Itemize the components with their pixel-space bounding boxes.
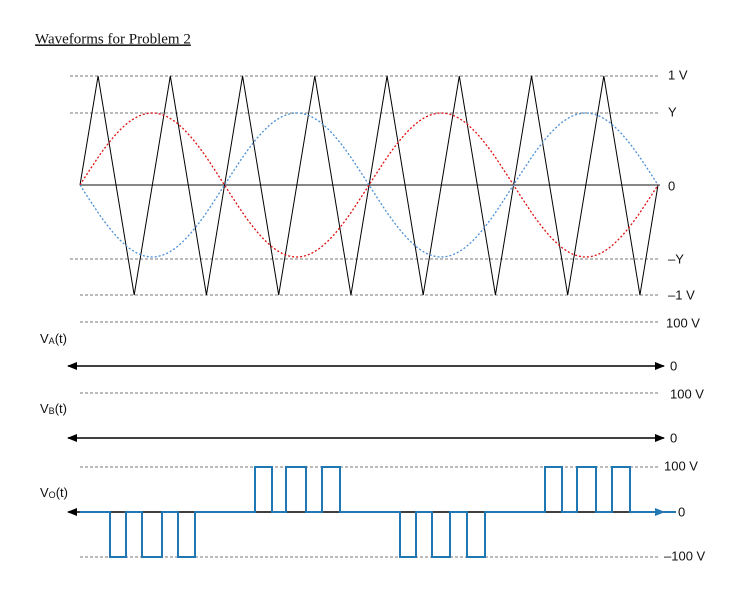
level-label: 100 V [666,315,700,330]
signal-name: VA(t) [40,331,67,346]
waveforms [79,75,660,558]
level-label: 100 V [664,458,698,473]
level-label: 0 [678,504,685,519]
level-label: 0 [670,430,677,445]
level-label: –1 V [668,287,695,302]
reference-sine-b [79,112,659,258]
title: Waveforms for Problem 2 [35,31,191,47]
signal-name: VB(t) [40,401,67,416]
level-label: Y [668,104,677,119]
level-label: 0 [668,178,675,193]
level-label: 0 [670,358,677,373]
level-label: –100 V [664,548,706,563]
level-label: 1 V [668,67,688,82]
reference-sine-a [79,112,659,258]
output-pulses [80,466,660,558]
level-label: –Y [668,251,684,266]
level-label: 100 V [670,386,704,401]
signal-name: VO(t) [40,485,68,500]
